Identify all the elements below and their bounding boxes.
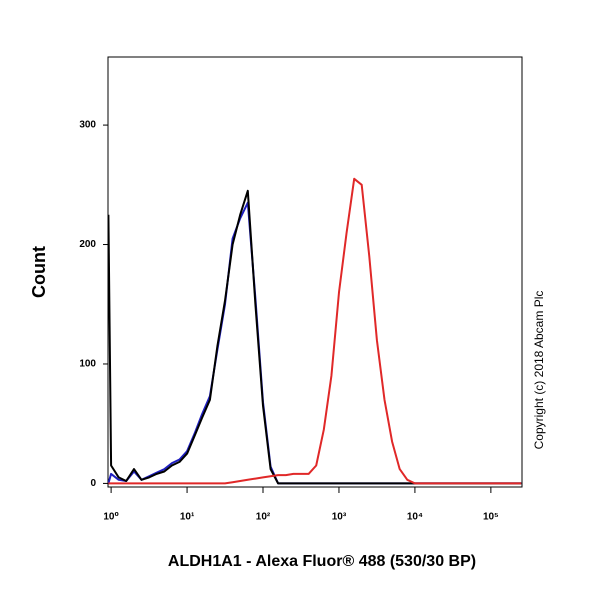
x-tick-label: 10⁵ <box>483 512 499 523</box>
x-tick-label: 10² <box>256 512 271 523</box>
x-tick-label: 10⁴ <box>407 512 423 523</box>
x-tick-label: 10³ <box>332 512 347 523</box>
x-axis-label: ALDH1A1 - Alexa Fluor® 488 (530/30 BP) <box>168 553 476 570</box>
y-tick-label: 200 <box>79 239 96 250</box>
plot-area <box>108 177 522 485</box>
y-tick-label: 0 <box>90 478 96 489</box>
series-line <box>108 201 522 485</box>
y-tick-label: 100 <box>79 359 96 370</box>
copyright: Copyright (c) 2018 Abcam Plc <box>532 291 546 450</box>
x-tick-label: 10¹ <box>180 512 195 523</box>
y-axis-label: Count <box>29 246 49 298</box>
y-tick-label: 300 <box>79 120 96 131</box>
plot-frame <box>107 56 523 488</box>
x-tick-label: 10⁰ <box>103 512 119 523</box>
series-line <box>108 189 522 485</box>
series-line <box>108 177 522 485</box>
